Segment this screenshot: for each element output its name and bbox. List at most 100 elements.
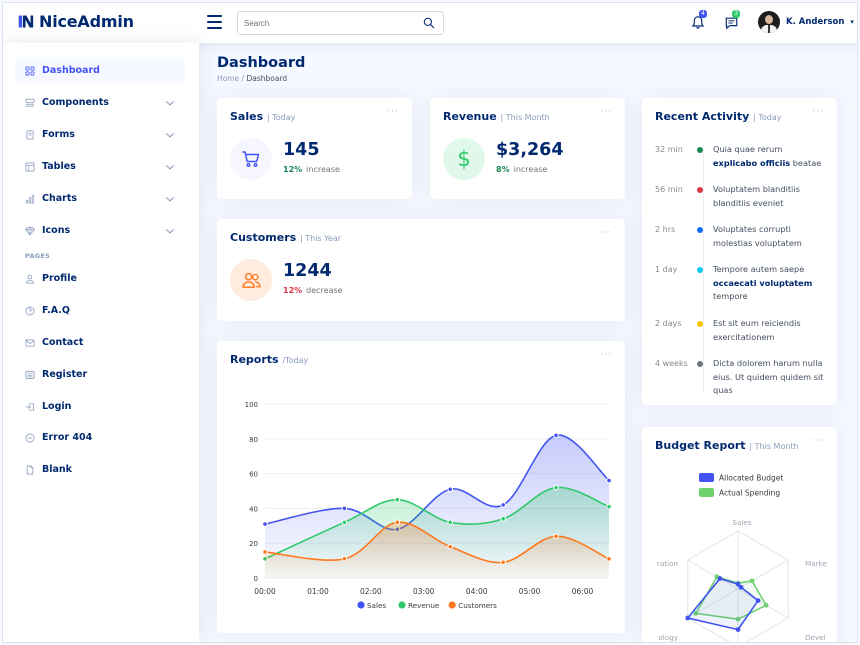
notifications-button[interactable]: 4 [691,10,707,30]
sidebar-item-label: Blank [42,464,72,475]
activity-text: Est sit eum reiciendis exercitationem [713,318,801,342]
data-point [341,505,348,512]
more-options-icon[interactable]: ··· [812,107,824,117]
card-period: | Today [266,113,296,122]
search-icon[interactable] [423,17,435,29]
bar-chart-icon [25,194,35,203]
legend-label: Allocated Budget [719,474,783,483]
data-point [341,556,348,562]
activity-badge-dot [697,147,703,153]
chevron-down-icon [166,165,174,170]
question-circle-icon [25,306,35,315]
budget-report-card: Budget Report | This Month ··· Sales Mark… [642,427,837,642]
sales-delta: 12% [283,165,303,174]
box-arrow-in-right-icon [25,402,34,411]
sidebar-item-label: Forms [42,129,75,140]
card-list-icon [25,370,35,379]
card-title: Recent Activity [655,110,750,123]
series-area-customers [265,522,609,578]
data-point [341,519,348,526]
activity-text: Voluptates corrupti molestias voluptatem [713,224,802,248]
people-icon [230,259,272,301]
data-point [394,496,401,503]
search-input[interactable] [244,18,414,28]
breadcrumb-separator: / [241,74,245,83]
sidebar-item-label: Register [42,369,88,380]
sidebar-item-error-404[interactable]: Error 404 [15,424,185,451]
sales-delta-label: increase [306,165,340,174]
card-period: | This Year [300,234,342,243]
sidebar-item-register[interactable]: Register [15,361,185,388]
sidebar-item-icons[interactable]: Icons [15,217,185,244]
sidebar-item-blank[interactable]: Blank [15,456,185,483]
breadcrumb-home[interactable]: Home [217,74,240,83]
sidebar-item-dashboard[interactable]: Dashboard [15,57,185,84]
customers-card: Customers | This Year ··· 1244 12% decrea… [217,219,625,321]
page-title-block: Dashboard Home / Dashboard [217,55,305,83]
more-options-icon[interactable]: ··· [600,350,612,360]
recent-activity-card: Recent Activity | Today ··· 32 min Quia q… [642,98,837,405]
sidebar-item-contact[interactable]: Contact [15,329,185,356]
sidebar-item-profile[interactable]: Profile [15,265,185,292]
sidebar-item-charts[interactable]: Charts [15,185,185,212]
y-tick-label: 100 [245,401,258,409]
chevron-down-icon [166,133,174,138]
card-title: Budget Report [655,439,746,452]
legend-label: Actual Spending [719,489,780,498]
chevron-down-icon [166,197,174,202]
more-options-icon[interactable]: ··· [812,436,824,446]
legend-marker [398,601,406,609]
sidebar-item-faq[interactable]: F.A.Q [15,297,185,324]
customers-delta: 12% [283,286,303,295]
activity-time: 2 days [655,319,682,328]
radar-point [735,581,741,587]
messages-button[interactable]: 3 [724,10,740,30]
sidebar: Dashboard Components Forms Tables Charts… [3,43,199,642]
activity-time: 1 day [655,265,678,274]
sidebar-item-label: Contact [42,337,84,348]
data-point [606,477,612,484]
more-options-icon[interactable]: ··· [387,107,399,117]
sidebar-item-label: F.A.Q [42,305,70,316]
more-options-icon[interactable]: ··· [600,228,612,238]
sidebar-item-label: Components [42,97,109,108]
radar-axis-label: ology [658,633,678,642]
data-point [500,502,506,508]
chevron-down-icon [166,229,174,234]
y-tick-label: 0 [254,575,258,583]
chat-icon [725,17,738,30]
sales-card: Sales | Today ··· 145 12% increase [217,98,412,199]
radar-axis-label: ration [657,559,678,568]
sidebar-item-components[interactable]: Components [15,89,185,116]
card-period: | This Month [749,442,799,451]
profile-dropdown[interactable]: K. Anderson ▾ [758,11,854,33]
more-options-icon[interactable]: ··· [600,107,612,117]
card-title: Reports [230,353,279,366]
sidebar-item-tables[interactable]: Tables [15,153,185,180]
sidebar-heading-pages: PAGES [25,252,51,260]
radar-axis-line [737,559,789,590]
reports-chart: 0 20 40 60 80 100 00:00 01:00 02:00 03:00 04:00 05:… [245,401,612,610]
activity-time: 2 hrs [655,225,676,234]
radar-point [693,610,699,616]
sidebar-item-label: Dashboard [42,65,100,76]
sidebar-item-forms[interactable]: Forms [15,121,185,148]
sidebar-toggle-icon[interactable] [207,15,222,29]
data-point [447,543,454,550]
data-point [447,519,454,526]
chevron-down-icon [166,101,174,106]
sidebar-item-login[interactable]: Login [15,393,185,420]
data-point [394,519,401,526]
logo[interactable]: NiceAdmin [17,12,134,31]
breadcrumb-current: Dashboard [246,74,288,83]
radar-axis-line [687,559,739,590]
file-icon [26,465,34,474]
radar-axis-label: Marke [805,559,827,568]
sidebar-item-label: Tables [42,161,76,172]
sidebar-item-label: Error 404 [42,432,93,443]
legend-label: Revenue [408,601,440,610]
breadcrumb: Home / Dashboard [217,74,305,83]
data-point [500,559,506,566]
radar-point [735,627,741,632]
